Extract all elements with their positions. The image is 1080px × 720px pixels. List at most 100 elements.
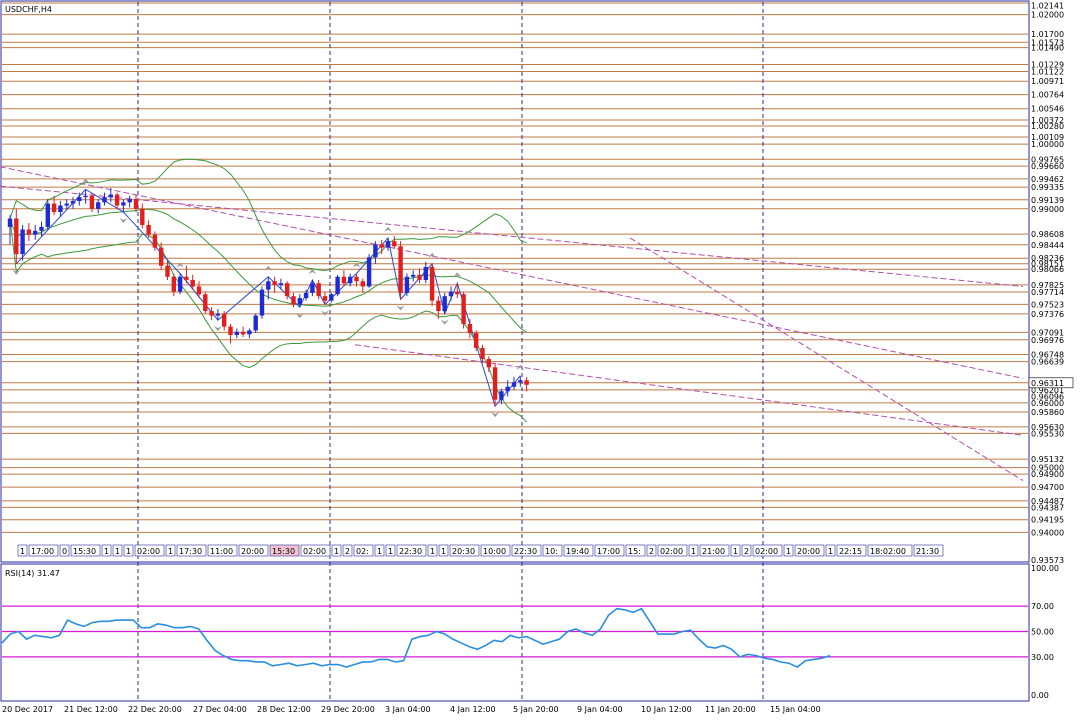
candle-bull: [266, 281, 271, 290]
price-label: 1.00109: [1031, 133, 1064, 142]
rsi-panel-frame: [0, 563, 1030, 702]
time-axis-label: 9 Jan 04:00: [577, 705, 623, 714]
time-tag-box: [17, 544, 28, 557]
time-tag-box: [752, 544, 783, 557]
candle-bull: [448, 291, 454, 297]
candle-bear: [184, 276, 189, 280]
candle-bear: [492, 367, 498, 400]
price-label: 0.96976: [1031, 336, 1064, 345]
time-tag-text: 1: [388, 547, 393, 556]
time-axis-label: 15 Jan 04:00: [770, 705, 821, 714]
time-tag-box: [101, 544, 112, 557]
price-label: 0.97714: [1031, 288, 1064, 297]
price-label: 0.99765: [1031, 155, 1064, 164]
time-tag-text: 11:00: [210, 547, 233, 556]
candle-bear: [285, 283, 290, 297]
candle-bull: [215, 313, 221, 316]
candle-bull: [518, 380, 523, 383]
fractal-up-arrow: [428, 252, 437, 258]
time-tag-box: [70, 544, 101, 557]
candle-bull: [348, 276, 353, 284]
candle-bear: [379, 244, 384, 248]
candle-bear: [429, 267, 435, 301]
candle-bear: [14, 218, 19, 255]
time-tag-text: 15:30: [73, 547, 96, 556]
candle-bull: [83, 195, 88, 198]
candle-bull: [366, 257, 372, 287]
time-tag-text: 15:: [628, 547, 641, 556]
time-tag-text: 22:30: [399, 547, 422, 556]
time-tag-text: 20:00: [797, 547, 820, 556]
candle-bull: [303, 292, 309, 299]
time-tag-box: [825, 544, 836, 557]
rsi-axis-label: 100.00: [1031, 564, 1059, 573]
rsi-axis-label: 70.00: [1031, 602, 1054, 611]
price-label: 0.95530: [1031, 429, 1064, 438]
candle-bull: [335, 276, 340, 295]
price-label: 0.95132: [1031, 455, 1064, 464]
fractal-up-arrow: [352, 262, 361, 268]
time-axis-label: 27 Dec 04:00: [193, 705, 247, 714]
rsi-axis-label: 50.00: [1031, 628, 1054, 637]
candle-bear: [196, 286, 202, 295]
candle-bear: [222, 313, 227, 327]
price-label: 0.94487: [1031, 497, 1064, 506]
time-tag-box: [331, 544, 342, 557]
time-tag-box: [449, 544, 480, 557]
candle-bull: [404, 276, 410, 293]
price-label: 0.94700: [1031, 483, 1064, 492]
candle-bull: [329, 294, 334, 301]
price-label: 0.97091: [1031, 328, 1064, 337]
fractal-up-arrow: [81, 178, 90, 184]
support-resistance-lines: [2, 2, 1028, 533]
price-label: 0.97825: [1031, 281, 1064, 290]
candle-bull: [121, 202, 126, 206]
price-label: 1.00764: [1031, 91, 1064, 100]
candle-bull: [423, 267, 428, 280]
time-tag-box: [207, 544, 238, 557]
candle-bear: [436, 300, 441, 312]
time-tag-text: 20:30: [452, 547, 475, 556]
time-tag-text: 19:40: [566, 547, 589, 556]
time-tag-box: [342, 544, 353, 557]
time-axis-label: 4 Jan 12:00: [450, 705, 496, 714]
time-tag-text: 1: [168, 547, 173, 556]
trend-line: [0, 185, 1024, 287]
rsi-line: [1, 607, 831, 668]
time-tag-box: [794, 544, 825, 557]
candle-bear: [26, 229, 32, 235]
time-tag-box: [563, 544, 594, 557]
rsi-axis-labels: 100.00 70.00 50.00 30.00 0.00: [1031, 564, 1059, 700]
time-tag-text: 02:: [356, 547, 369, 556]
fractal-down-arrow: [119, 218, 128, 224]
time-tag-box: [134, 544, 165, 557]
candle-bear: [228, 326, 233, 335]
candle-bear: [159, 247, 164, 266]
price-label: 1.01700: [1031, 30, 1064, 39]
time-tag-text: 2: [345, 547, 350, 556]
price-label: 0.96096: [1031, 393, 1064, 402]
day-separator-lines: [137, 2, 764, 700]
time-tag-box: [511, 544, 542, 557]
candle-bear: [486, 358, 491, 368]
price-label: 0.94195: [1031, 516, 1064, 525]
candle-bear: [209, 311, 214, 316]
candle-bull: [505, 386, 510, 392]
time-tag-box: [353, 544, 374, 557]
time-tag-text: 1: [441, 547, 446, 556]
time-tag-text: 17:00: [31, 547, 54, 556]
candle-bear: [467, 323, 473, 334]
time-tag-text: 1: [733, 547, 738, 556]
price-label: 1.01573: [1031, 38, 1064, 47]
time-tag-box: [427, 544, 438, 557]
candle-bull: [108, 194, 113, 198]
candle-bear: [392, 241, 397, 247]
candle-bull: [278, 283, 284, 286]
fractal-up-arrow: [516, 364, 525, 370]
time-tag-box: [657, 544, 688, 557]
time-tag-row: 1 17:00 0 15:30 1 1 1 02:00 1 17:30 11:00 20:00 15:3…: [17, 544, 944, 557]
time-tag-box: [176, 544, 207, 557]
time-tag-box: [646, 544, 657, 557]
price-label: 1.00971: [1031, 77, 1064, 86]
time-tag-text: 22:30: [514, 547, 537, 556]
